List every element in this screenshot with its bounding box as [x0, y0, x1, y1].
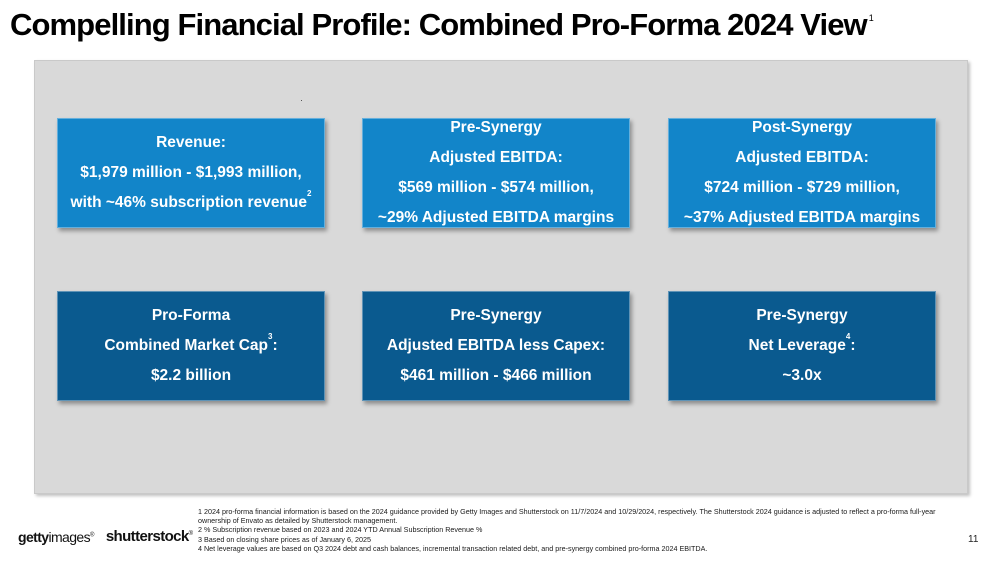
logos: gettyimages® shutterstock®: [18, 528, 193, 545]
card-net-leverage-line2-suffix: :: [850, 337, 856, 354]
footnote-3: 3 Based on closing share prices as of Ja…: [198, 534, 372, 544]
card-pre-synergy-ebitda-line2: Adjusted EBITDA:: [429, 149, 563, 166]
card-post-synergy-ebitda-line1: Post-Synergy: [752, 119, 852, 136]
card-ebitda-less-capex: Pre-Synergy Adjusted EBITDA less Capex: …: [362, 291, 630, 401]
card-revenue-line3-text: with ~46% subscription revenue: [70, 194, 307, 211]
page-number: 11: [968, 534, 979, 545]
card-post-synergy-ebitda: Post-Synergy Adjusted EBITDA: $724 milli…: [668, 118, 936, 228]
content-panel: Revenue: $1,979 million - $1,993 million…: [34, 60, 968, 494]
card-market-cap-line2: Combined Market Cap3:: [104, 331, 277, 361]
footnote-marker-4: 4: [845, 331, 851, 341]
footnote-1: 1 2024 pro-forma financial information i…: [198, 507, 936, 526]
card-market-cap-line3: $2.2 billion: [150, 367, 232, 384]
getty-logo-mark: ®: [89, 531, 94, 538]
card-pre-synergy-ebitda-line1: Pre-Synergy: [450, 119, 542, 136]
getty-images-logo: gettyimages®: [18, 529, 94, 545]
card-pre-synergy-ebitda-line3: $569 million - $574 million,: [398, 179, 594, 196]
card-pre-synergy-ebitda-line4: ~29% Adjusted EBITDA margins: [377, 209, 615, 226]
footnote-marker-2: 2: [307, 188, 312, 198]
card-post-synergy-ebitda-line3: $724 million - $729 million,: [704, 179, 900, 196]
footnotes: 1 2024 pro-forma financial information i…: [198, 507, 966, 553]
slide-title-text: Compelling Financial Profile: Combined P…: [10, 7, 868, 42]
card-ebitda-less-capex-line3: $461 million - $466 million: [400, 367, 592, 384]
card-net-leverage-line3: ~3.0x: [782, 367, 822, 384]
title-footnote-marker: 1: [868, 13, 874, 23]
slide-title: Compelling Financial Profile: Combined P…: [10, 7, 874, 42]
card-revenue-line3: with ~46% subscription revenue2: [71, 188, 312, 218]
card-pre-synergy-ebitda: Pre-Synergy Adjusted EBITDA: $569 millio…: [362, 118, 630, 228]
card-post-synergy-ebitda-line4: ~37% Adjusted EBITDA margins: [683, 209, 921, 226]
card-market-cap-line2-text: Combined Market Cap: [104, 337, 268, 354]
footnote-4: 4 Net leverage values are based on Q3 20…: [198, 543, 708, 553]
shutterstock-logo-mark: ®: [188, 531, 193, 537]
card-revenue-line2: $1,979 million - $1,993 million,: [80, 164, 302, 181]
card-net-leverage: Pre-Synergy Net Leverage4: ~3.0x: [668, 291, 936, 401]
shutterstock-logo-text: shutterstock: [105, 528, 189, 545]
getty-logo-bold: getty: [18, 528, 49, 545]
card-revenue-line1: Revenue:: [156, 134, 226, 151]
card-post-synergy-ebitda-line2: Adjusted EBITDA:: [735, 149, 869, 166]
shutterstock-logo: shutterstock®: [106, 528, 193, 545]
footnote-marker-3: 3: [268, 331, 273, 341]
card-market-cap-line1: Pro-Forma: [151, 307, 231, 324]
card-net-leverage-line2: Net Leverage4:: [749, 331, 856, 361]
card-ebitda-less-capex-line1: Pre-Synergy: [450, 307, 542, 324]
card-market-cap: Pro-Forma Combined Market Cap3: $2.2 bil…: [57, 291, 325, 401]
card-net-leverage-line1: Pre-Synergy: [756, 307, 848, 324]
card-market-cap-line2-suffix: :: [272, 337, 278, 354]
card-net-leverage-line2-text: Net Leverage: [748, 337, 846, 354]
card-ebitda-less-capex-line2: Adjusted EBITDA less Capex:: [386, 337, 606, 354]
footnote-2: 2 % Subscription revenue based on 2023 a…: [198, 525, 483, 535]
card-revenue: Revenue: $1,979 million - $1,993 million…: [57, 118, 325, 228]
decorative-dot: [301, 100, 302, 101]
getty-logo-regular: images: [48, 528, 90, 545]
